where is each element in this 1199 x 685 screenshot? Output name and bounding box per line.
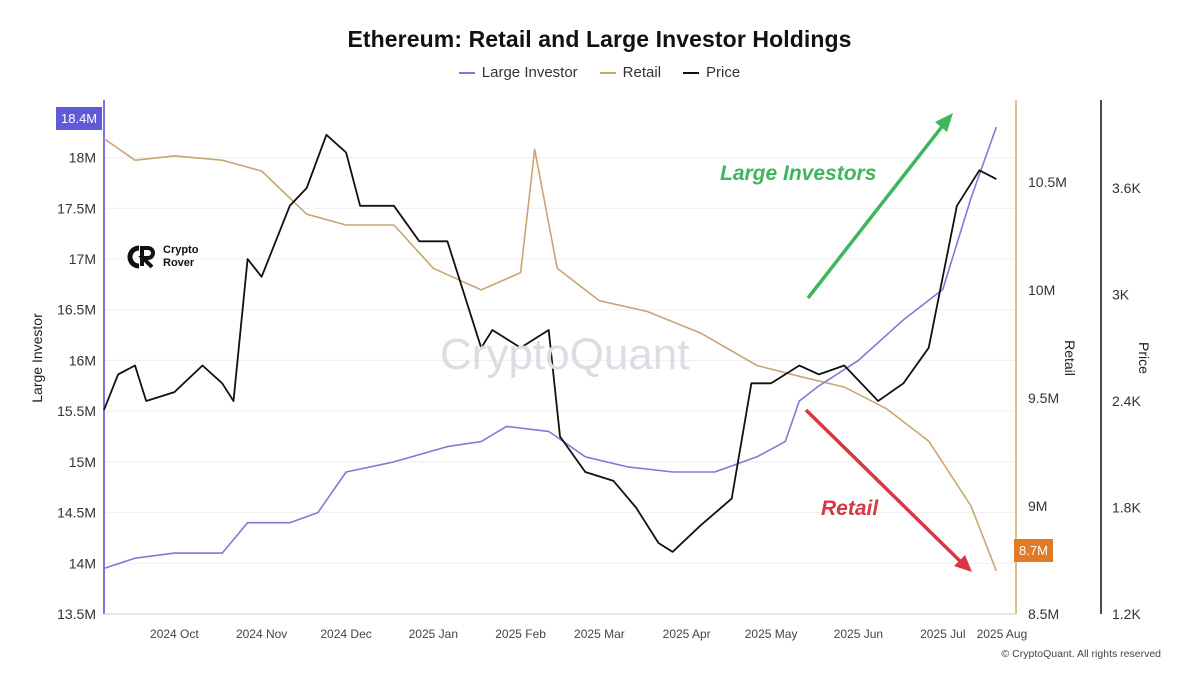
x-tick-label: 2024 Nov — [236, 627, 287, 641]
retail-tick-label: 9.5M — [1028, 390, 1059, 406]
annotation-large-investors: Large Investors — [720, 162, 877, 185]
retail-tick-label: 8.5M — [1028, 606, 1059, 622]
legend-swatch-large-investor — [458, 71, 475, 74]
price-tick-label: 2.4K — [1112, 393, 1141, 409]
x-tick-label: 2025 Apr — [663, 627, 711, 641]
x-tick-label: 2025 Aug — [977, 627, 1028, 641]
gridlines — [104, 157, 1016, 615]
left-tick-label: 15.5M — [57, 403, 96, 419]
price-tick-label: 3K — [1112, 287, 1130, 303]
retail-tick-label: 10M — [1028, 282, 1055, 298]
legend-item-retail[interactable]: Retail — [599, 64, 662, 81]
arrow-down-icon — [804, 408, 972, 572]
legend-item-price[interactable]: Price — [683, 64, 740, 81]
y-axis-label-price: Price — [1135, 342, 1152, 374]
brand-text: Crypto Rover — [163, 244, 198, 270]
legend-label-large-investor: Large Investor — [481, 64, 578, 81]
legend-swatch-price — [683, 71, 700, 74]
x-tick-label: 2025 Jun — [834, 627, 883, 641]
x-tick-label: 2024 Oct — [150, 627, 199, 641]
left-tick-label: 15M — [69, 454, 96, 470]
x-tick-label: 2025 Feb — [495, 627, 546, 641]
crypto-rover-logo-icon — [127, 245, 155, 269]
legend-item-large-investor[interactable]: Large Investor — [458, 64, 578, 81]
left-tick-label: 17.5M — [57, 200, 96, 216]
x-tick-label: 2025 Mar — [574, 627, 625, 641]
tick-layer: 13.5M 14M 14.5M 15M 15.5M 16M 16.5M 17M 17.5M 18M… — [57, 150, 1141, 641]
series-layer — [103, 126, 998, 572]
arrow-up-icon — [806, 113, 953, 300]
left-tick-label: 14.5M — [57, 505, 96, 521]
left-tick-label: 16M — [69, 352, 96, 368]
brand-line-1: Crypto — [163, 244, 199, 256]
left-tick-label: 17M — [69, 251, 96, 267]
left-tick-label: 13.5M — [57, 606, 96, 622]
legend-swatch-retail — [599, 71, 616, 74]
current-value-badge-large-investor: 18.4M — [56, 107, 103, 130]
left-tick-label: 14M — [69, 555, 96, 571]
legend-label-price: Price — [706, 64, 741, 81]
retail-tick-label: 10.5M — [1028, 174, 1067, 190]
x-tick-label: 2025 Jan — [409, 627, 458, 641]
left-tick-label: 16.5M — [57, 302, 96, 318]
y-axis-label-retail: Retail — [1061, 340, 1078, 376]
brand-line-2: Rover — [163, 257, 195, 269]
left-tick-label: 18M — [69, 150, 96, 166]
legend-label-retail: Retail — [622, 64, 662, 81]
price-tick-label: 1.8K — [1112, 500, 1141, 516]
x-tick-label: 2025 May — [745, 627, 798, 641]
watermark: CryptoQuant — [440, 330, 690, 379]
price-tick-label: 1.2K — [1112, 606, 1141, 622]
price-tick-label: 3.6K — [1112, 180, 1141, 196]
chart-title: Ethereum: Retail and Large Investor Hold… — [347, 26, 852, 52]
x-tick-label: 2024 Dec — [320, 627, 371, 641]
series-line-large-investor — [103, 126, 998, 570]
copyright-text: © CryptoQuant. All rights reserved — [1001, 648, 1161, 660]
annotation-retail: Retail — [821, 497, 879, 520]
retail-tick-label: 9M — [1028, 498, 1047, 514]
current-value-badge-retail: 8.7M — [1014, 539, 1053, 562]
brand-logo: Crypto Rover — [126, 244, 198, 270]
legend: Large Investor Retail Price — [0, 64, 1199, 81]
y-axis-label-large-investor: Large Investor — [28, 313, 45, 403]
x-tick-label: 2025 Jul — [920, 627, 965, 641]
